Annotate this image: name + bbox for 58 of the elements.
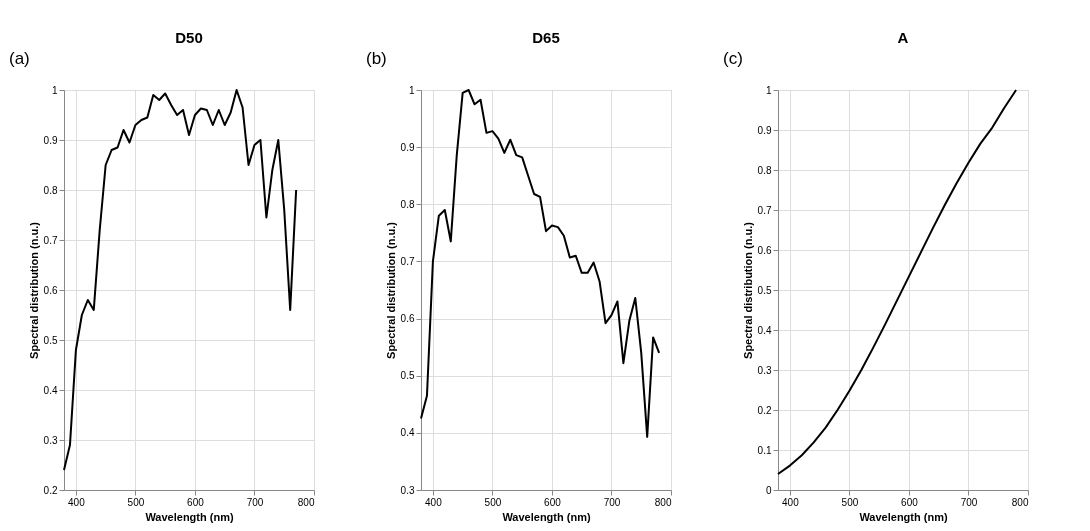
y-axis-title: Spectral distribution (n.u.): [27, 221, 40, 359]
y-tick-label: 0.7: [757, 204, 772, 216]
chart-title: A: [897, 29, 909, 46]
y-tick-label: 0.3: [400, 484, 415, 496]
y-tick-label: 0.5: [757, 284, 772, 296]
y-tick-label: 1: [765, 84, 772, 96]
x-tick-label: 700: [603, 496, 621, 508]
x-tick-label: 400: [425, 496, 443, 508]
text: (b): [366, 49, 387, 68]
y-tick-label: 0.7: [400, 255, 415, 267]
y-tick-label: 0.8: [43, 184, 58, 196]
y-tick-label: 0.4: [43, 384, 58, 396]
y-tick-label: 1: [51, 84, 58, 96]
y-tick-label: 0.3: [43, 434, 58, 446]
y-tick-label: 0.3: [757, 364, 772, 376]
x-tick-label: 700: [960, 496, 978, 508]
text: (a): [9, 49, 30, 68]
x-axis-title: Wavelength (nm): [145, 510, 234, 523]
chart-title: D50: [175, 29, 203, 46]
y-tick-label: 0: [765, 484, 772, 496]
x-tick-label: 800: [1011, 496, 1029, 508]
y-tick-label: 0.6: [757, 244, 772, 256]
y-tick-label: 0.5: [400, 370, 415, 382]
x-axis-title: Wavelength (nm): [502, 510, 591, 523]
x-tick-label: 400: [68, 496, 86, 508]
y-tick-label: 0.8: [757, 164, 772, 176]
y-tick-label: 0.5: [43, 334, 58, 346]
x-tick-label: 500: [127, 496, 145, 508]
y-tick-label: 0.6: [43, 284, 58, 296]
x-tick-label: 700: [246, 496, 264, 508]
y-tick-label: 0.7: [43, 234, 58, 246]
y-tick-label: 0.4: [400, 427, 415, 439]
y-tick-label: 0.2: [757, 404, 772, 416]
x-tick-label: 600: [187, 496, 205, 508]
y-tick-label: 0.8: [400, 198, 415, 210]
line-series: [777, 89, 1018, 475]
y-tick-label: 0.4: [757, 324, 772, 336]
chart-title: D65: [532, 29, 560, 46]
y-axis-title: Spectral distribution (n.u.): [384, 221, 397, 359]
y-tick-label: 1: [408, 84, 415, 96]
x-tick-label: 600: [901, 496, 919, 508]
y-tick-label: 0.2: [43, 484, 58, 496]
line-series: [63, 89, 298, 471]
x-tick-label: 500: [484, 496, 502, 508]
x-axis-title: Wavelength (nm): [859, 510, 948, 523]
x-tick-label: 600: [544, 496, 562, 508]
y-tick-label: 0.9: [757, 124, 772, 136]
y-tick-label: 0.6: [400, 313, 415, 325]
x-tick-label: 500: [841, 496, 859, 508]
x-tick-label: 800: [297, 496, 315, 508]
y-tick-label: 0.9: [43, 134, 58, 146]
line-series: [420, 89, 661, 438]
text: (c): [723, 49, 743, 68]
x-tick-label: 400: [782, 496, 800, 508]
x-tick-label: 800: [654, 496, 672, 508]
y-tick-label: 0.1: [757, 444, 772, 456]
y-tick-label: 0.9: [400, 141, 415, 153]
y-axis-title: Spectral distribution (n.u.): [741, 221, 754, 359]
